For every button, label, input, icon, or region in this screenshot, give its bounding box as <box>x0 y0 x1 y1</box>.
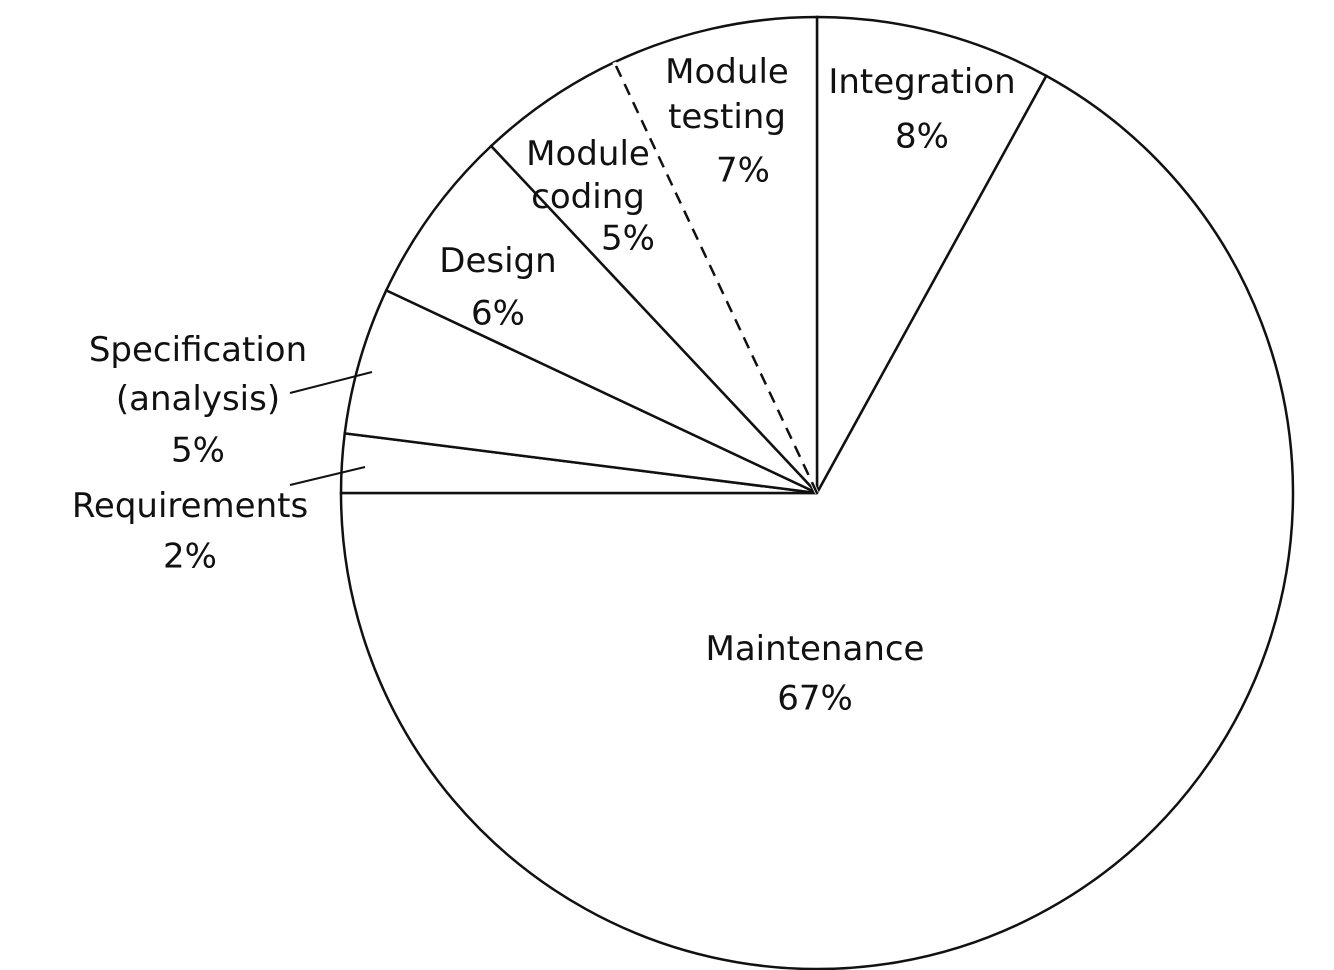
slice-label-line: Design <box>439 241 556 281</box>
slice-label-line: Requirements <box>72 486 308 526</box>
pie-slice <box>489 60 819 494</box>
slice-label: Module testing <box>665 52 789 137</box>
slice-label: Design <box>439 241 556 281</box>
slice-label-line: (analysis) <box>116 379 280 419</box>
pie-slice <box>815 15 1049 494</box>
pie-slice <box>339 74 1295 970</box>
slice-percent: 2% <box>163 537 217 577</box>
slice-label-line: Maintenance <box>706 629 925 669</box>
slice-label-line: testing <box>668 97 786 137</box>
slice-label: Specification (analysis) <box>89 330 307 419</box>
slice-percent: 5% <box>171 431 225 471</box>
slice-boundary-cover <box>612 61 819 494</box>
slice-percent: 5% <box>601 219 655 259</box>
slice-percent: 8% <box>895 117 949 157</box>
slice-label-line: Module <box>665 52 789 92</box>
pie-slice <box>384 144 818 495</box>
leader-line <box>289 466 366 486</box>
slice-label-line: coding <box>531 177 645 217</box>
slice-label: Integration <box>828 62 1015 102</box>
slice-label: Maintenance <box>706 629 925 669</box>
pie-slice <box>612 15 819 494</box>
slice-label-line: Module <box>526 134 650 174</box>
slice-label-line: Integration <box>828 62 1015 102</box>
pie-slice <box>343 288 818 495</box>
slice-percent: 67% <box>777 679 853 719</box>
slice-label: Module coding <box>526 134 650 217</box>
leader-line <box>289 371 373 394</box>
slice-percent: 7% <box>716 151 770 191</box>
slice-label: Requirements <box>72 486 308 526</box>
slice-percent: 6% <box>471 294 525 334</box>
slice-label-line: Specification <box>89 330 307 370</box>
